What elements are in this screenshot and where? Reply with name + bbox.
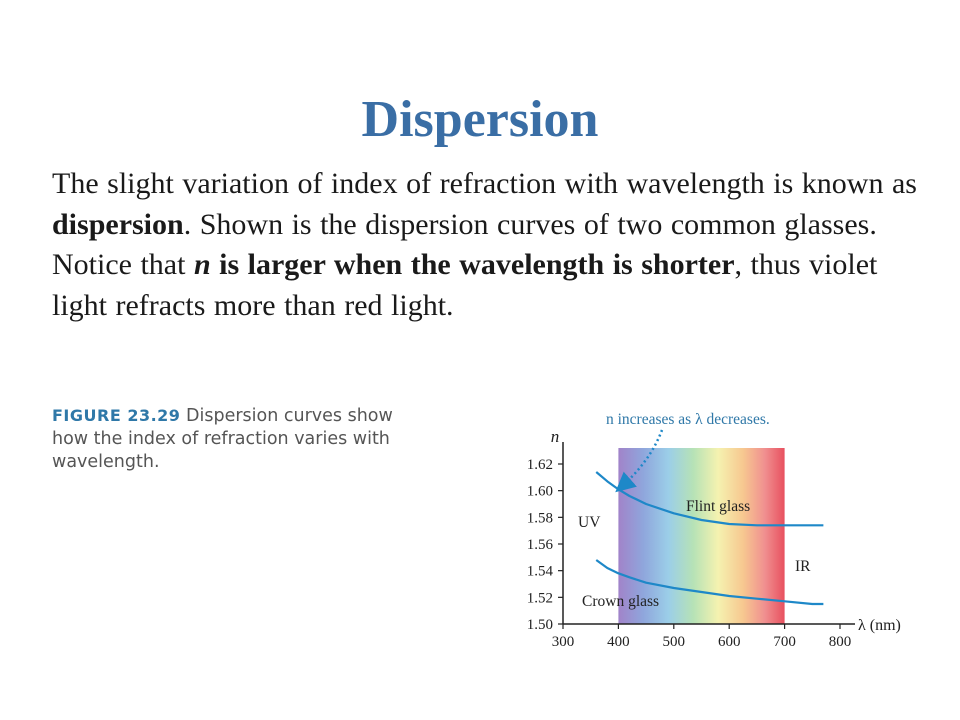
x-axis-label: λ (nm) <box>858 617 901 634</box>
body-paragraph: The slight variation of index of refract… <box>52 164 922 326</box>
annotation-arrow <box>615 429 664 493</box>
series-label-flint-glass: Flint glass <box>686 498 750 515</box>
x-tick-label: 400 <box>607 634 630 650</box>
x-tick-label: 800 <box>829 634 852 650</box>
y-tick-label: 1.52 <box>527 590 553 606</box>
visible-spectrum-band <box>618 448 785 624</box>
symbol-n: n <box>193 248 211 281</box>
emphasis-phrase: is larger when the wavelength is shorter <box>210 248 735 281</box>
annotation-label: n increases as λ decreases. <box>606 411 770 428</box>
figure-label: FIGURE 23.29 <box>52 406 181 425</box>
y-tick-label: 1.60 <box>527 484 553 500</box>
ir-label: IR <box>795 558 811 575</box>
figure-caption: FIGURE 23.29 Dispersion curves show how … <box>52 404 432 474</box>
x-tick-label: 700 <box>773 634 796 650</box>
x-tick-label: 300 <box>552 634 575 650</box>
x-tick-label: 500 <box>663 634 686 650</box>
slide-title: Dispersion <box>361 91 599 148</box>
series-label-crown-glass: Crown glass <box>582 593 659 610</box>
text-segment: The slight variation of index of refract… <box>52 167 917 200</box>
dispersion-chart: 1.50 1.52 1.54 1.56 1.58 1.60 1.62 300 400 500 600… <box>527 411 901 650</box>
term-dispersion: dispersion <box>52 207 184 241</box>
chart-labels: n λ (nm) Flint glass Crown glass UV IR n incre… <box>551 411 901 634</box>
text-segment: , thus violet light refracts more than r… <box>52 248 878 322</box>
x-tick-label: 600 <box>718 634 741 650</box>
text-segment: . Shown is the dispersion curves of two … <box>52 207 877 282</box>
y-tick-label: 1.58 <box>527 510 553 526</box>
caption-text: Dispersion curves show how the index of … <box>52 406 393 472</box>
uv-label: UV <box>578 514 601 531</box>
y-tick-label: 1.62 <box>527 457 553 473</box>
series-line-crown-glass <box>595 559 824 606</box>
y-tick-label: 1.56 <box>527 537 554 553</box>
y-axis-label: n <box>551 427 560 446</box>
y-tick-label: 1.50 <box>527 617 553 633</box>
chart-axes: 1.50 1.52 1.54 1.56 1.58 1.60 1.62 300 400 500 600… <box>527 442 855 650</box>
y-tick-label: 1.54 <box>527 564 554 580</box>
